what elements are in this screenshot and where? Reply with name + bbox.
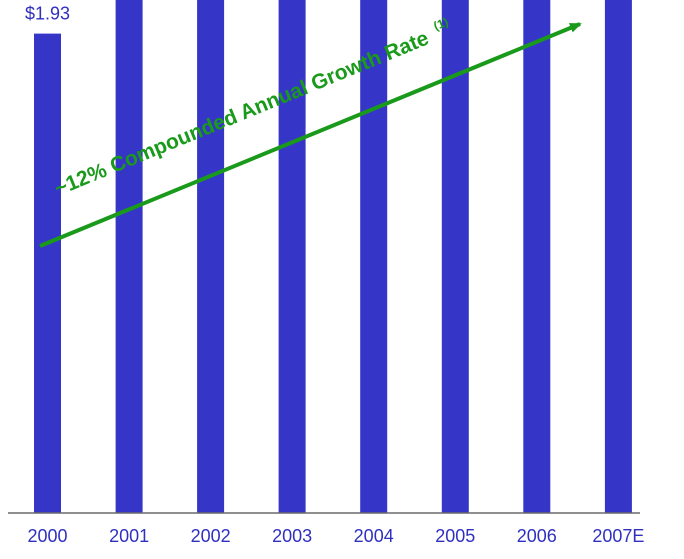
value-labels-layer: $1.93$2.24$2.41$2.61$2.78$3.10$3.22$4.15… xyxy=(25,4,70,24)
bar-2005 xyxy=(441,0,469,513)
x-tick-label-2005: 2005 xyxy=(435,526,475,546)
x-tick-label-2004: 2004 xyxy=(354,526,394,546)
x-tick-label-2001: 2001 xyxy=(109,526,149,546)
bar-2007e xyxy=(604,0,632,514)
bar-2000 xyxy=(34,33,61,513)
bar-2003 xyxy=(278,0,306,513)
x-tick-label-2003: 2003 xyxy=(272,526,312,546)
bar-2004 xyxy=(360,0,388,513)
bar-2001 xyxy=(115,0,143,514)
x-tick-label-2006: 2006 xyxy=(517,526,557,546)
x-axis: 2000 2001 2002 2003 2004 2005 2006 2007E xyxy=(8,512,644,546)
growth-arrow xyxy=(39,22,582,248)
bar-2006 xyxy=(523,0,551,513)
x-tick-label-2000: 2000 xyxy=(27,526,67,546)
bars-layer xyxy=(34,0,632,514)
growth-annotation-text: ~12% Compounded Annual Growth Rate (1) xyxy=(50,15,455,201)
x-tick-label-2007e: 2007E xyxy=(592,526,644,546)
x-tick-label-2002: 2002 xyxy=(191,526,231,546)
bar-2002 xyxy=(197,0,225,513)
value-label-2000: $1.93 xyxy=(25,4,70,24)
